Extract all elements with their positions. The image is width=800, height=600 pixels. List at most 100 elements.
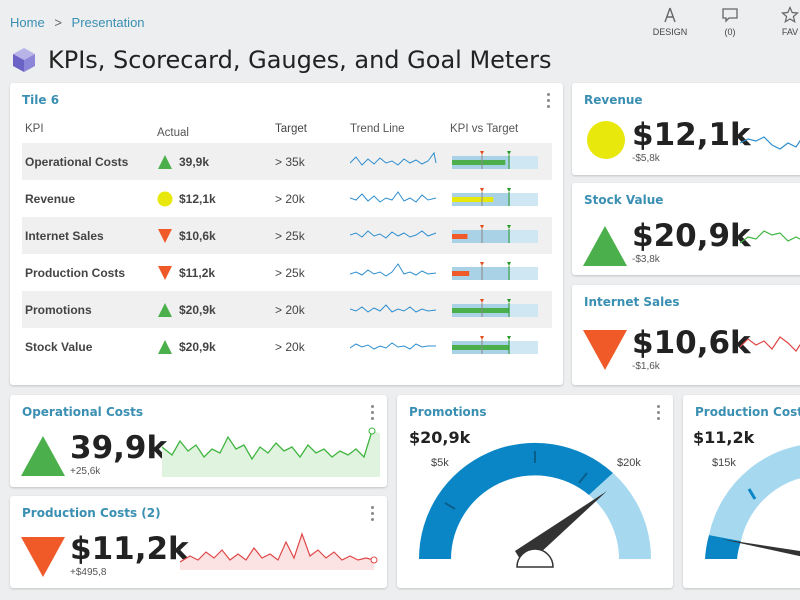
down-arrow-icon: [158, 265, 172, 280]
gauge-min-label: $15k: [712, 457, 736, 469]
favorite-label: FAV: [781, 27, 799, 37]
trend-sparkline: [349, 304, 437, 313]
gauge-max-label: $20k: [617, 457, 641, 469]
breadcrumb-current[interactable]: Presentation: [71, 15, 145, 30]
table-row[interactable]: Production Costs $11,2k > 25k: [22, 254, 552, 291]
status-circle-icon: [157, 191, 173, 206]
bullet-bar: [452, 336, 538, 354]
kpi-vs-target-cell: [450, 147, 552, 176]
kpi-actual-cell: $10,6k: [157, 228, 275, 244]
kpi-value: $20,9k: [632, 218, 751, 254]
tile-6: Tile 6 KPI Actual Target Trend Line KPI …: [10, 83, 563, 385]
revenue-tile: Revenue $12,1k -$5,8k: [572, 83, 800, 175]
down-arrow-icon: [583, 330, 627, 370]
kpi-actual: $20,9k: [179, 339, 216, 354]
comment-icon: [722, 8, 738, 23]
sparkline: [162, 427, 380, 477]
kpi-actual-cell: $20,9k: [157, 339, 275, 355]
table-row[interactable]: Revenue $12,1k > 20k: [22, 180, 552, 217]
kpi-vs-target-cell: [450, 295, 552, 324]
breadcrumb: Home > Presentation: [10, 15, 151, 30]
stock-value-tile: Stock Value $20,9k -$3,8k: [572, 183, 800, 275]
up-arrow-icon: [158, 154, 172, 169]
table-row[interactable]: Internet Sales $10,6k > 25k: [22, 217, 552, 254]
kpi-delta: -$1,6k: [632, 361, 660, 372]
comments-count: (0): [724, 27, 736, 37]
sparkline: [180, 532, 378, 570]
table-row[interactable]: Stock Value $20,9k > 20k: [22, 328, 552, 365]
kpi-delta: -$3,8k: [632, 254, 660, 265]
sparkline: [740, 336, 800, 352]
tile-title: Operational Costs: [22, 405, 144, 419]
kpi-actual-cell: $11,2k: [157, 265, 275, 281]
tile-menu-icon[interactable]: [371, 405, 375, 421]
cube-icon: [13, 48, 35, 72]
tile-menu-icon[interactable]: [371, 506, 375, 522]
kpi-actual-cell: $12,1k: [157, 191, 275, 207]
production-costs-gauge-tile: Production Costs $11,2k $15k: [683, 395, 800, 588]
trend-sparkline: [349, 263, 437, 277]
internet-sales-tile: Internet Sales $10,6k -$1,6k: [572, 285, 800, 385]
header-kpi-vs-target: KPI vs Target: [450, 123, 519, 135]
trend-sparkline: [349, 342, 436, 350]
sparkline: [740, 136, 800, 150]
breadcrumb-home[interactable]: Home: [10, 15, 45, 30]
table-row[interactable]: Operational Costs 39,9k > 35k: [22, 143, 552, 180]
header-trend: Trend Line: [350, 123, 405, 135]
trend-cell: [349, 297, 450, 322]
comments-button[interactable]: (0): [700, 6, 760, 37]
kpi-vs-target-cell: [450, 184, 552, 213]
trend-cell: [349, 149, 450, 174]
kpi-target: > 20k: [275, 302, 305, 317]
favorite-button[interactable]: FAV: [760, 6, 800, 37]
page-title: KPIs, Scorecard, Gauges, and Goal Meters: [48, 46, 552, 74]
table-row[interactable]: Promotions $20,9k > 20k: [22, 291, 552, 328]
up-arrow-icon: [158, 302, 172, 317]
promotions-gauge-tile: Promotions $20,9k $5k $20k: [397, 395, 673, 588]
design-label: DESIGN: [652, 27, 688, 37]
kpi-target: > 25k: [275, 265, 305, 280]
kpi-name: Revenue: [25, 191, 76, 206]
kpi-actual-cell: $20,9k: [157, 302, 275, 318]
header-target: Target: [275, 123, 307, 135]
gauge: [418, 442, 652, 568]
kpi-vs-target-cell: [450, 332, 552, 361]
kpi-target: > 20k: [275, 339, 305, 354]
trend-sparkline: [349, 151, 437, 166]
sparkline: [740, 230, 800, 244]
kpi-target: > 25k: [275, 228, 305, 243]
gauge: [705, 445, 800, 559]
tile-title: Production Costs: [695, 405, 800, 419]
tile-menu-icon[interactable]: [547, 93, 551, 109]
kpi-actual: $10,6k: [179, 228, 216, 243]
header-actual: Actual: [157, 127, 189, 139]
bullet-bar: [452, 225, 538, 243]
kpi-name: Internet Sales: [25, 228, 104, 243]
trend-cell: [349, 223, 450, 248]
up-arrow-icon: [583, 226, 627, 266]
kpi-value: $11,2k: [70, 531, 189, 567]
up-arrow-icon: [158, 339, 172, 354]
tile-menu-icon[interactable]: [657, 405, 661, 421]
bullet-bar: [452, 151, 538, 169]
breadcrumb-separator: >: [54, 15, 62, 30]
tile-title: Tile 6: [22, 93, 60, 107]
kpi-table: KPI Actual Target Trend Line KPI vs Targ…: [22, 123, 552, 365]
trend-sparkline: [349, 191, 437, 203]
tile-title: Production Costs (2): [22, 506, 161, 520]
trend-cell: [349, 260, 450, 285]
kpi-actual: $20,9k: [179, 302, 216, 317]
design-button[interactable]: DESIGN: [640, 6, 700, 37]
title-row: KPIs, Scorecard, Gauges, and Goal Meters: [10, 44, 551, 76]
trend-cell: [349, 334, 450, 359]
bullet-bar: [452, 262, 538, 280]
tile-title: Internet Sales: [584, 295, 680, 309]
kpi-target: > 35k: [275, 154, 305, 169]
bullet-bar: [452, 188, 538, 206]
kpi-name: Production Costs: [25, 265, 126, 280]
operational-costs-tile: Operational Costs 39,9k +25,6k: [10, 395, 387, 487]
trend-cell: [349, 186, 450, 211]
up-arrow-icon: [21, 436, 65, 476]
kpi-value: $10,6k: [632, 325, 751, 361]
kpi-value: $12,1k: [632, 117, 751, 153]
